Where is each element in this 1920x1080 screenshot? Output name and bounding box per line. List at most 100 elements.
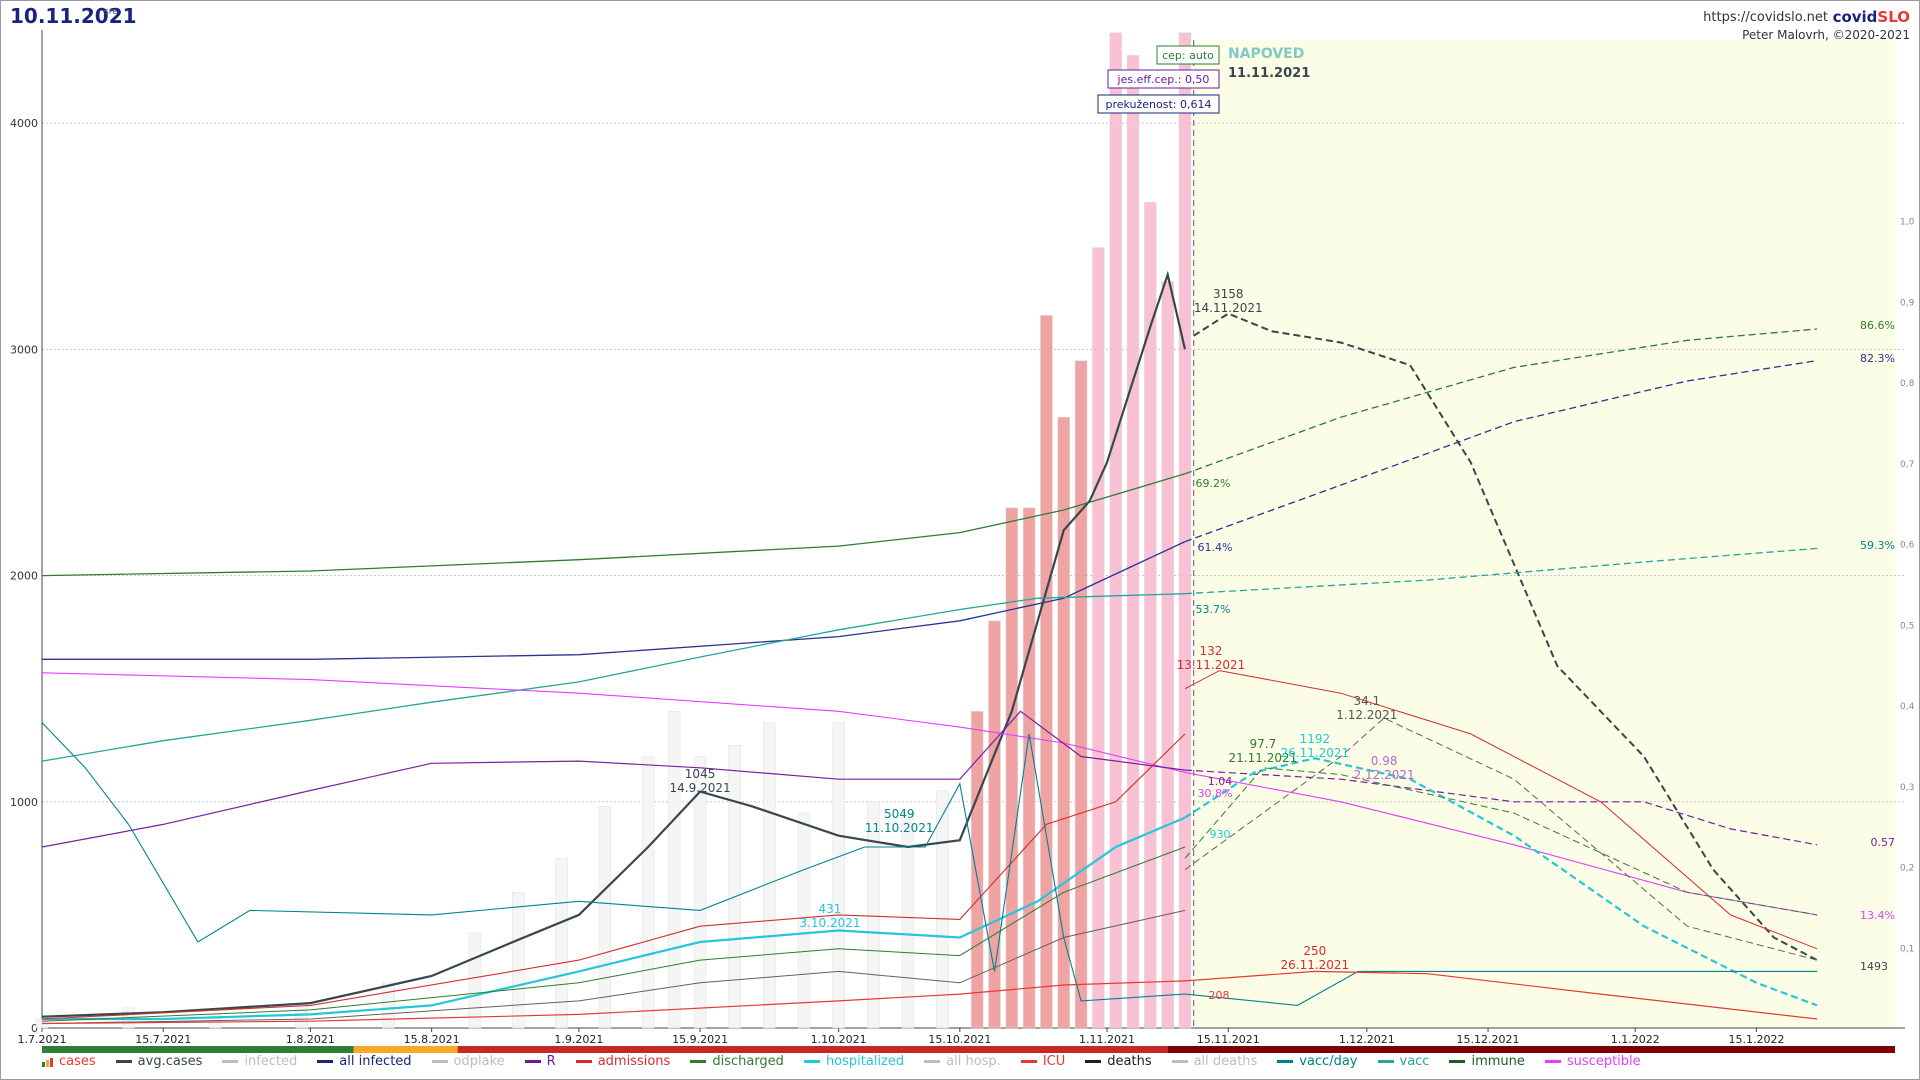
- y-tick-label: 0: [31, 1022, 38, 1035]
- legend-label: avg.cases: [137, 1054, 203, 1069]
- legend-label: hospitalized: [825, 1054, 905, 1069]
- legend-label: susceptible: [1566, 1054, 1641, 1069]
- bars-icon: [42, 1057, 53, 1067]
- legend-item-cases[interactable]: cases: [42, 1054, 96, 1069]
- case-bar: [468, 932, 482, 1029]
- legend-line-icon: [1377, 1060, 1394, 1063]
- cep-label: cep: auto: [1162, 49, 1214, 62]
- legend-line-icon: [1277, 1060, 1294, 1063]
- brand-slo: SLO: [1877, 8, 1910, 26]
- legend-item-infected[interactable]: infected: [222, 1054, 297, 1069]
- series-line-deaths: [41, 909, 1186, 1024]
- case-bar: [1109, 32, 1122, 1029]
- legend-line-icon: [924, 1060, 941, 1063]
- status-strip-segment: [42, 1046, 354, 1053]
- series-line-hospitalized: [42, 816, 1186, 1021]
- forecast-label: NAPOVED: [1228, 46, 1304, 62]
- series-line-all-infected: [42, 541, 1186, 660]
- case-bar: [598, 806, 612, 1029]
- y2-tick-label: 0,3: [1900, 783, 1914, 793]
- legend-item-all-hosp-[interactable]: all hosp.: [924, 1054, 1001, 1069]
- case-bar: [667, 711, 681, 1029]
- legend-label: all hosp.: [946, 1054, 1001, 1069]
- legend-label: immune: [1471, 1054, 1525, 1069]
- series-line-r: [41, 710, 1186, 848]
- y2-tick-label: 0,1: [1900, 944, 1914, 954]
- case-bar: [511, 892, 525, 1029]
- case-bar: [867, 801, 880, 1029]
- legend-label: discharged: [712, 1054, 784, 1069]
- series-line-avg-cases: [41, 270, 1187, 1018]
- fc-hospitalized-date: 26.11.2021: [1280, 746, 1349, 760]
- legend-item-immune[interactable]: immune: [1449, 1054, 1525, 1069]
- case-bar: [1005, 507, 1019, 1029]
- legend-item-susceptible[interactable]: susceptible: [1544, 1054, 1641, 1069]
- legend-item-vacc[interactable]: vacc: [1377, 1054, 1429, 1069]
- case-bar: [970, 711, 984, 1029]
- legend-item-admissions[interactable]: admissions: [575, 1054, 671, 1069]
- status-strip-segment: [353, 1046, 458, 1053]
- now-hosp: 930: [1210, 828, 1231, 841]
- series-line-admissions: [41, 733, 1186, 1020]
- now-immune: 69.2%: [1196, 477, 1231, 490]
- site-url-link[interactable]: https://covidslo.net: [1703, 10, 1828, 25]
- report-weekday: sre: [104, 7, 118, 17]
- peak-cases-date: 14.9.2021: [670, 781, 731, 795]
- fc-admissions-value: 132: [1199, 644, 1222, 658]
- end-immune: 86.6%: [1860, 319, 1895, 332]
- legend-label: deaths: [1107, 1054, 1152, 1069]
- case-bar: [1178, 32, 1192, 1029]
- case-bar: [1161, 281, 1174, 1029]
- legend-item-avg-cases[interactable]: avg.cases: [115, 1054, 203, 1069]
- forecast-area: [1193, 40, 1895, 1028]
- peak-cases-value: 1045: [685, 767, 716, 781]
- series-line-admissions-forecast: [1184, 670, 1818, 950]
- legend-item-discharged[interactable]: discharged: [690, 1054, 784, 1069]
- series-line-vacc: [41, 593, 1186, 762]
- legend-item-deaths[interactable]: deaths: [1085, 1054, 1152, 1069]
- legend-item-icu[interactable]: ICU: [1020, 1054, 1065, 1069]
- author-credit: Peter Malovrh, ©2020-2021: [1742, 28, 1910, 42]
- case-bar: [901, 812, 915, 1029]
- legend-line-icon: [317, 1060, 334, 1063]
- cep-label-box: [1156, 45, 1220, 65]
- x-tick-label: 15.11.2021: [1197, 1033, 1260, 1046]
- fc-admissions-date: 13.11.2021: [1177, 658, 1246, 672]
- case-bar: [382, 982, 395, 1029]
- legend-item-r[interactable]: R: [524, 1054, 556, 1069]
- legend-line-icon: [575, 1060, 592, 1063]
- now-r: 1.04: [1208, 775, 1233, 788]
- series-line-vacc-day: [41, 722, 1186, 1002]
- y2-tick-label: 0,2: [1900, 864, 1914, 874]
- legend-line-icon: [115, 1060, 132, 1063]
- legend-item-hospitalized[interactable]: hospitalized: [803, 1054, 905, 1069]
- x-tick-label: 1.7.2021: [18, 1033, 67, 1046]
- fc-cases-value: 3158: [1213, 287, 1244, 301]
- series-line-avg-cases-forecast: [1193, 312, 1818, 961]
- legend-label: admissions: [597, 1054, 671, 1069]
- legend-item-all-infected[interactable]: all infected: [317, 1054, 412, 1069]
- series-line-vacc-forecast: [1184, 547, 1818, 595]
- x-tick-label: 1.11.2021: [1079, 1033, 1135, 1046]
- legend-line-icon: [1020, 1060, 1037, 1063]
- legend-label: all infected: [339, 1054, 412, 1069]
- fc-discharged-date: 21.11.2021: [1229, 751, 1298, 765]
- brand-logo: covidSLO: [1833, 8, 1910, 26]
- end-vacc: 59.3%: [1860, 539, 1895, 552]
- series-line-discharged-daily-forecast: [1184, 767, 1818, 916]
- now-vacc: 53.7%: [1196, 603, 1231, 616]
- legend-line-icon: [222, 1060, 239, 1063]
- x-tick-label: 15.8.2021: [404, 1033, 460, 1046]
- case-bar: [555, 858, 568, 1029]
- legend-label: infected: [244, 1054, 298, 1069]
- case-bar: [1057, 416, 1070, 1029]
- fc-icu-date: 26.11.2021: [1280, 958, 1349, 972]
- legend-item-vacc-day[interactable]: vacc/day: [1277, 1054, 1358, 1069]
- case-bar: [1074, 360, 1088, 1029]
- series-line-hospitalized-forecast: [1184, 757, 1818, 1007]
- legend-item-all-deaths[interactable]: all deaths: [1171, 1054, 1257, 1069]
- fc-deaths-value: 34.1: [1353, 694, 1380, 708]
- case-bar: [763, 722, 776, 1029]
- y-tick-label: 3000: [10, 343, 38, 356]
- legend-item-odplake[interactable]: odplake: [431, 1054, 505, 1069]
